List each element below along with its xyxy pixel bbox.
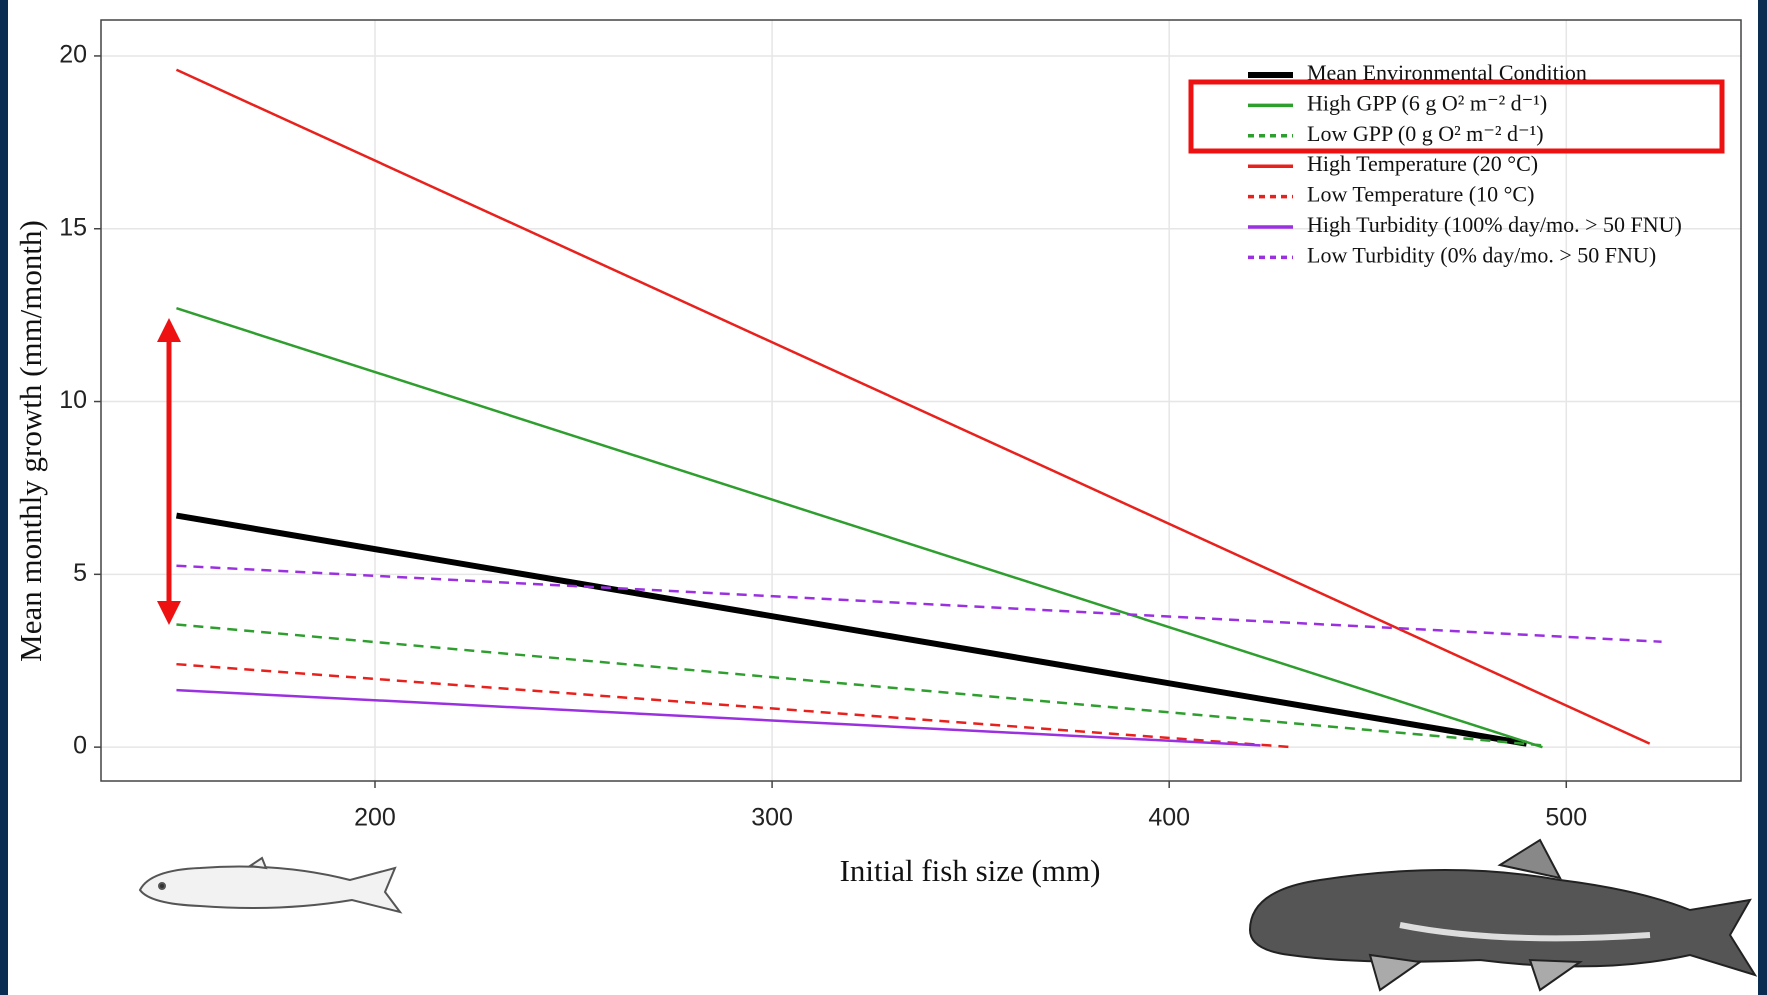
x-tick-label: 300 <box>751 804 793 832</box>
y-tick-label: 20 <box>59 41 87 69</box>
legend-label: High GPP (6 g O² m⁻² d⁻¹) <box>1307 90 1547 115</box>
x-axis-title: Initial fish size (mm) <box>840 853 1101 888</box>
legend-label: Low Turbidity (0% day/mo. > 50 FNU) <box>1307 242 1656 267</box>
x-tick-label: 200 <box>354 804 396 832</box>
x-tick-label: 400 <box>1148 804 1190 832</box>
y-axis-title: Mean monthly growth (mm/month) <box>13 220 48 662</box>
y-tick-label: 5 <box>73 559 87 587</box>
chart: 0 5 10 15 20 200 300 400 500 Initial fish size (… <box>0 0 1767 995</box>
y-tick-label: 15 <box>59 213 87 241</box>
legend-label: Low Temperature (10 °C) <box>1307 182 1534 207</box>
y-tick-label: 10 <box>59 386 87 414</box>
x-tick-label: 500 <box>1545 804 1587 832</box>
legend-label: High Temperature (20 °C) <box>1307 151 1538 176</box>
legend-label: High Turbidity (100% day/mo. > 50 FNU) <box>1307 212 1682 237</box>
y-tick-label: 0 <box>73 732 87 760</box>
page: 0 5 10 15 20 200 300 400 500 Initial fish size (… <box>0 0 1767 995</box>
legend-label: Low GPP (0 g O² m⁻² d⁻¹) <box>1307 121 1544 146</box>
legend-label: Mean Environmental Condition <box>1307 60 1587 85</box>
